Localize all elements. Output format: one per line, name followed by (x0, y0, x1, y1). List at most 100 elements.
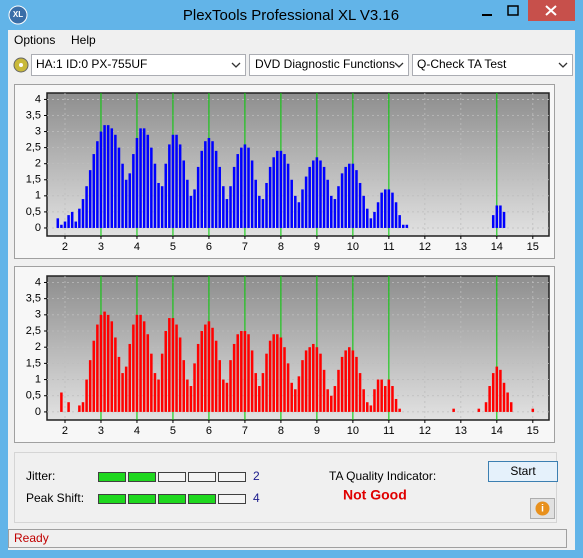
bar (358, 182, 362, 228)
y-tick-label: 2 (35, 158, 41, 170)
x-tick-label: 11 (383, 425, 394, 437)
bar (193, 189, 196, 228)
bar (96, 141, 99, 228)
bar (85, 379, 88, 412)
bar (268, 340, 272, 412)
bar (261, 199, 265, 228)
bar (384, 386, 387, 412)
bar (319, 160, 322, 228)
bar (128, 173, 132, 228)
y-tick-label: 0,5 (26, 390, 41, 402)
maximize-button[interactable] (500, 1, 526, 21)
bar (171, 318, 175, 412)
bar (308, 166, 311, 228)
bar (88, 360, 92, 412)
test-select[interactable]: Q-Check TA Test (412, 54, 573, 76)
menu-item[interactable]: Options (14, 33, 55, 47)
bar (294, 195, 297, 228)
bar (196, 166, 200, 228)
bar (268, 166, 272, 228)
bar (135, 314, 139, 412)
bar (117, 147, 121, 228)
bar (366, 208, 369, 228)
bar (391, 386, 394, 412)
info-button[interactable]: i (530, 498, 555, 519)
bar (189, 386, 193, 412)
bar (232, 166, 236, 228)
bar (225, 382, 229, 412)
meter-segment-off (158, 472, 186, 482)
bar (355, 356, 358, 412)
bar (366, 402, 369, 412)
bar (153, 373, 157, 412)
bar (491, 215, 495, 228)
bar (92, 340, 96, 412)
bar (56, 218, 60, 228)
bar (297, 202, 301, 228)
bar (168, 318, 171, 412)
x-tick-label: 2 (62, 241, 68, 253)
bar (283, 154, 286, 228)
bar (146, 334, 150, 412)
bar (301, 360, 304, 412)
bar (304, 350, 308, 412)
bar (110, 321, 114, 412)
bar (211, 327, 214, 412)
bar (279, 337, 283, 412)
bar (369, 405, 373, 412)
bar (495, 205, 499, 228)
y-tick-label: 2,5 (26, 325, 41, 337)
bar (81, 199, 85, 228)
bar (297, 376, 301, 412)
x-tick-label: 11 (383, 241, 394, 253)
bar (276, 150, 279, 228)
x-tick-label: 7 (242, 425, 248, 437)
bar (265, 353, 268, 412)
bar (290, 179, 293, 228)
bar (128, 343, 132, 412)
bar (380, 192, 383, 228)
charts: 00,511,522,533,542 3 4 5 6 7 8 9 10 11 12 13 14 1500,… (26, 92, 550, 437)
bar (373, 389, 376, 412)
bar (178, 337, 182, 412)
meter-segment-off (218, 472, 246, 482)
quality-value: Not Good (343, 487, 407, 503)
x-tick-label: 7 (242, 241, 248, 253)
bar (204, 141, 207, 228)
status-bar (8, 529, 567, 548)
function-select[interactable]: DVD Diagnostic Functions (249, 54, 409, 76)
bar (186, 179, 189, 228)
bar (150, 147, 153, 228)
chart: 0 0,5 1 1,5 2 2,5 3 3,5 4 2 3 4 5 6 7 8 9 10 11 12 13 14 15 (26, 275, 550, 437)
close-button[interactable] (528, 0, 575, 21)
bar (376, 202, 380, 228)
bar (214, 340, 218, 412)
bar (110, 128, 114, 228)
bar (398, 408, 401, 412)
bar (502, 211, 506, 228)
bar (60, 224, 63, 228)
x-tick-label: 4 (134, 241, 140, 253)
drive-select[interactable]: HA:1 ID:0 PX-755UF (31, 54, 246, 76)
x-tick-label: 12 (419, 241, 431, 253)
x-tick-label: 8 (278, 241, 284, 253)
bar (491, 373, 495, 412)
bar (499, 205, 502, 228)
bar (67, 402, 70, 412)
bar (344, 166, 347, 228)
y-tick-label: 2,5 (26, 142, 41, 154)
bar (160, 353, 164, 412)
peak-shift-label: Peak Shift: (26, 491, 84, 505)
bar (391, 192, 394, 228)
y-tick-label: 1,5 (26, 174, 41, 186)
bar (124, 179, 128, 228)
y-tick-label: 0 (35, 406, 41, 418)
bar (322, 166, 326, 228)
menu-item[interactable]: Help (71, 33, 96, 47)
minimize-button[interactable] (474, 1, 500, 21)
bar (78, 208, 81, 228)
start-button[interactable]: Start (488, 461, 558, 482)
meter-segment-on (98, 494, 126, 504)
bar (243, 144, 247, 228)
